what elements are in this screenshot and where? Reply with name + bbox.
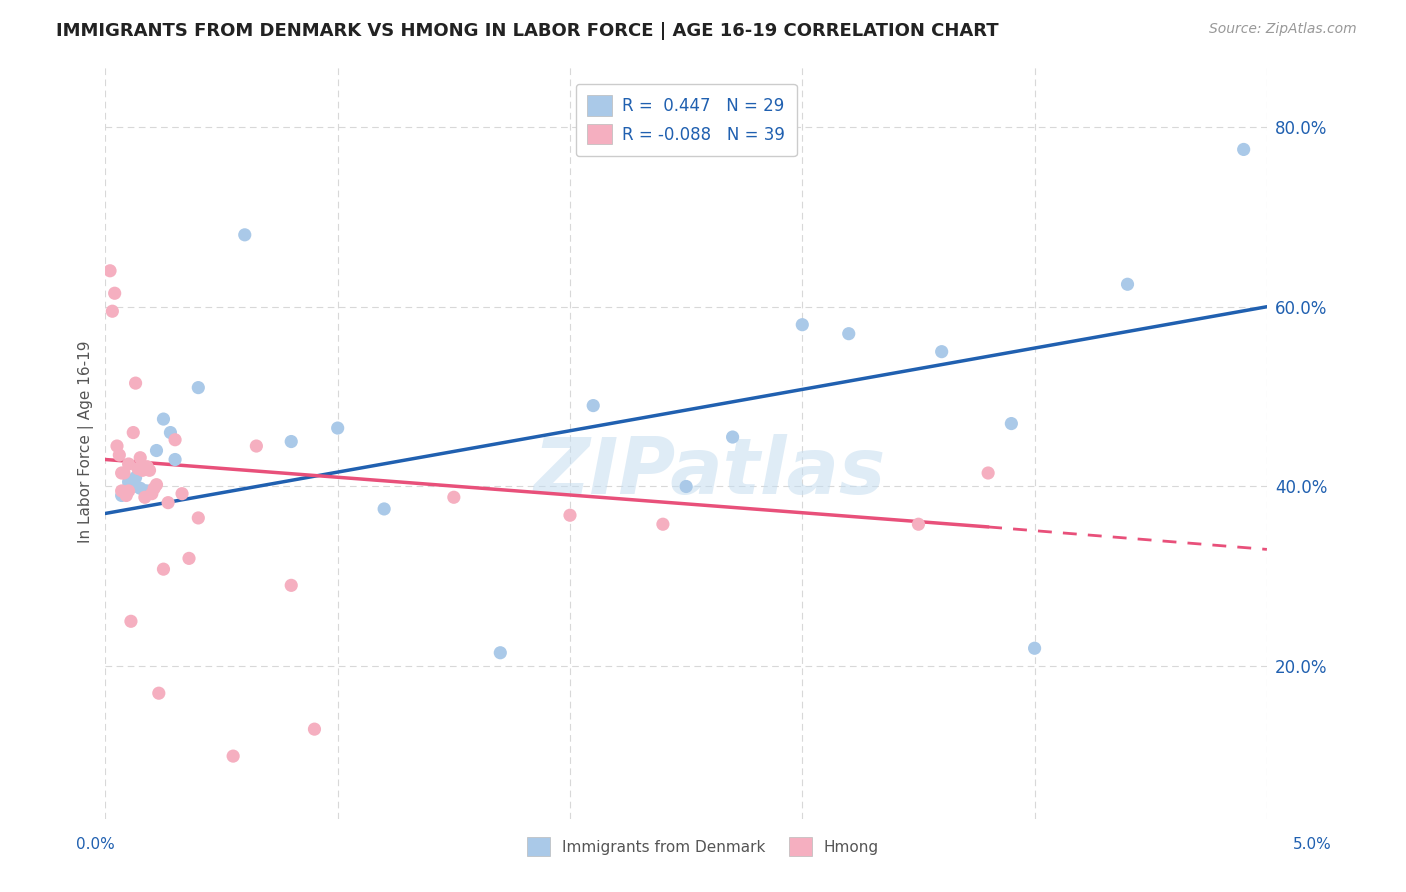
Point [280, 578, 302, 592]
Point [1116, 277, 1139, 292]
Text: 5.0%: 5.0% [1292, 838, 1331, 852]
Point [304, 722, 326, 736]
Point [280, 434, 302, 449]
Point [233, 227, 256, 242]
Point [1233, 143, 1256, 157]
Point [134, 490, 156, 504]
Point [127, 461, 149, 475]
Point [105, 439, 128, 453]
Legend: Immigrants from Denmark, Hmong: Immigrants from Denmark, Hmong [522, 831, 884, 862]
Point [838, 326, 860, 341]
Point [143, 481, 166, 495]
Point [651, 517, 673, 532]
Text: ZIPatlas: ZIPatlas [533, 434, 886, 509]
Point [111, 488, 134, 502]
Point [152, 412, 174, 426]
Point [558, 508, 581, 523]
Point [111, 466, 134, 480]
Text: IMMIGRANTS FROM DENMARK VS HMONG IN LABOR FORCE | AGE 16-19 CORRELATION CHART: IMMIGRANTS FROM DENMARK VS HMONG IN LABO… [56, 22, 998, 40]
Point [157, 496, 180, 510]
Point [141, 486, 163, 500]
Point [122, 425, 145, 440]
Point [108, 448, 131, 462]
Point [582, 399, 605, 413]
Point [165, 433, 187, 447]
Point [165, 452, 187, 467]
Point [977, 466, 1000, 480]
Point [141, 483, 163, 498]
Point [675, 479, 697, 493]
Point [124, 470, 146, 484]
Point [489, 646, 512, 660]
Point [170, 486, 193, 500]
Point [222, 749, 245, 764]
Point [159, 425, 181, 440]
Text: 0.0%: 0.0% [76, 838, 115, 852]
Point [792, 318, 814, 332]
Point [122, 479, 145, 493]
Point [112, 466, 135, 480]
Point [117, 475, 139, 489]
Point [104, 286, 127, 301]
Point [187, 381, 209, 395]
Point [117, 457, 139, 471]
Point [129, 481, 152, 495]
Point [117, 483, 139, 498]
Point [129, 450, 152, 465]
Point [245, 439, 267, 453]
Point [145, 443, 167, 458]
Point [907, 517, 929, 532]
Point [98, 264, 121, 278]
Point [187, 511, 209, 525]
Point [145, 477, 167, 491]
Point [111, 483, 134, 498]
Y-axis label: In Labor Force | Age 16-19: In Labor Force | Age 16-19 [79, 340, 94, 543]
Point [136, 459, 159, 474]
Point [120, 615, 142, 629]
Point [138, 463, 160, 477]
Point [1024, 641, 1046, 656]
Legend: R =  0.447   N = 29, R = -0.088   N = 39: R = 0.447 N = 29, R = -0.088 N = 39 [575, 84, 797, 156]
Point [152, 562, 174, 576]
Point [134, 483, 156, 498]
Point [1000, 417, 1022, 431]
Point [931, 344, 953, 359]
Point [326, 421, 349, 435]
Point [443, 490, 465, 504]
Point [177, 551, 200, 566]
Point [101, 304, 124, 318]
Point [148, 686, 170, 700]
Point [373, 502, 395, 516]
Point [131, 463, 153, 477]
Point [115, 488, 138, 502]
Point [721, 430, 744, 444]
Point [136, 483, 159, 498]
Point [112, 483, 135, 498]
Text: Source: ZipAtlas.com: Source: ZipAtlas.com [1209, 22, 1357, 37]
Point [124, 376, 146, 391]
